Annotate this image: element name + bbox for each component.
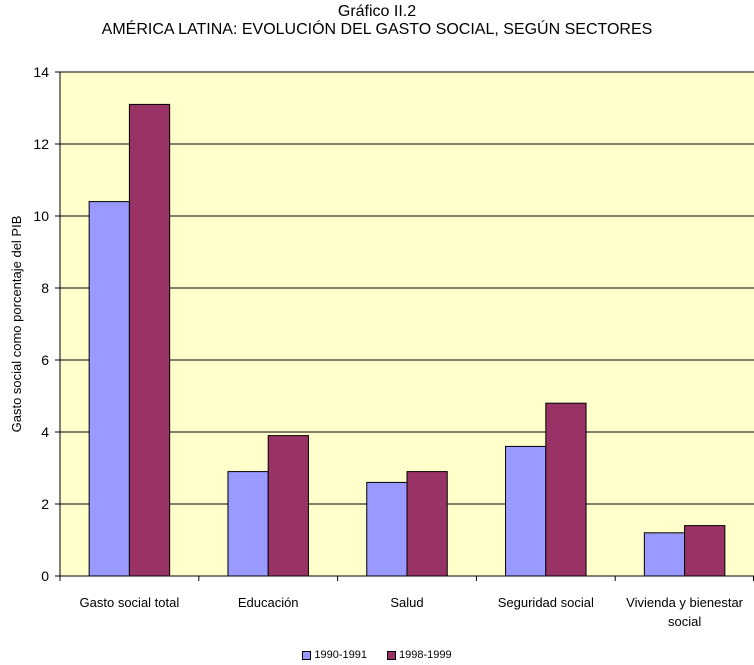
x-tick-label: social	[668, 614, 701, 629]
legend-label-series-2: 1998-1999	[399, 649, 452, 661]
bar-series-2-3	[406, 471, 448, 577]
legend: 1990-1991 1998-1999	[0, 649, 754, 661]
legend-item-series-1: 1990-1991	[302, 649, 367, 661]
y-tick-label: 14	[33, 64, 49, 80]
y-tick-label: 12	[33, 136, 49, 152]
legend-item-series-2: 1998-1999	[387, 649, 452, 661]
chart-subtitle: AMÉRICA LATINA: EVOLUCIÓN DEL GASTO SOCI…	[101, 21, 653, 38]
bar-series-2-5	[684, 525, 726, 577]
y-axis-title: Gasto social como porcentaje del PIB	[9, 216, 24, 433]
x-tick-label: Salud	[390, 595, 423, 610]
x-tick-label: Educación	[238, 595, 299, 610]
bar-series-1-3	[366, 481, 408, 577]
y-tick-label: 2	[41, 496, 49, 512]
bar-series-2-4	[545, 402, 587, 577]
y-tick-label: 4	[41, 424, 49, 440]
bar-series-2-2	[267, 435, 309, 577]
bar-series-1-1	[88, 201, 130, 577]
x-tick-label: Seguridad social	[498, 595, 594, 610]
legend-label-series-1: 1990-1991	[314, 649, 367, 661]
y-tick-label: 8	[41, 280, 49, 296]
bar-series-1-5	[643, 532, 686, 577]
legend-swatch-series-1	[302, 650, 312, 660]
bar-series-2-1	[128, 103, 171, 577]
bar-series-1-2	[227, 471, 269, 577]
bar-series-1-4	[505, 445, 547, 577]
x-tick-label: Vivienda y bienestar	[626, 595, 744, 610]
legend-swatch-series-2	[387, 650, 396, 660]
x-tick-label: Gasto social total	[80, 595, 180, 610]
y-tick-label: 0	[41, 568, 49, 584]
y-tick-label: 6	[41, 352, 49, 368]
y-tick-label: 10	[33, 208, 49, 224]
chart-title: Gráfico II.2	[337, 3, 417, 20]
